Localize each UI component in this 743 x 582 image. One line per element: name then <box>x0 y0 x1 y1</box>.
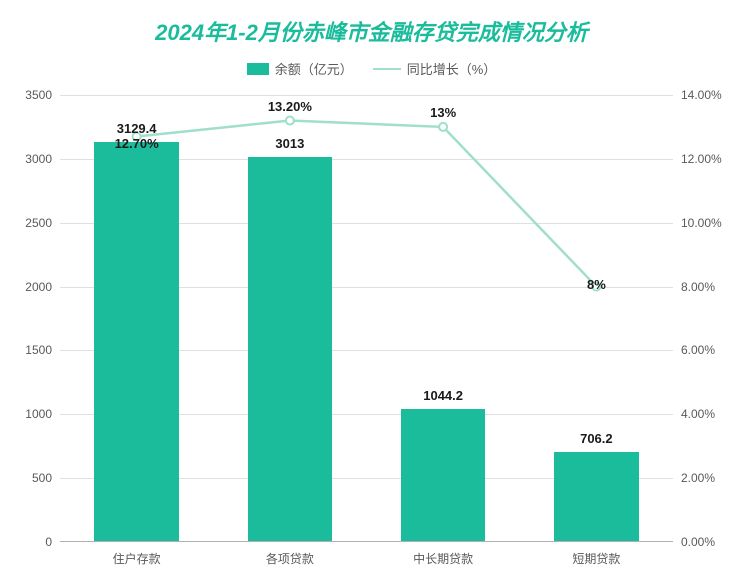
plot-area: 住户存款3129.412.70%各项贷款301313.20%中长期贷款1044.… <box>60 95 673 542</box>
bar-value-label: 3013 <box>275 136 304 151</box>
y-axis-right: 0.00%2.00%4.00%6.00%8.00%10.00%12.00%14.… <box>673 95 743 542</box>
line-value-label: 12.70% <box>115 136 159 151</box>
legend-bar-label: 余额（亿元） <box>275 59 353 78</box>
y-left-tick: 0 <box>45 535 52 549</box>
bar-value-label: 3129.4 <box>117 121 157 136</box>
y-right-tick: 2.00% <box>681 471 715 485</box>
y-right-tick: 4.00% <box>681 407 715 421</box>
x-category-label: 短期贷款 <box>572 550 620 567</box>
y-left-tick: 2500 <box>25 216 52 230</box>
legend-bar-swatch <box>247 63 269 75</box>
y-right-tick: 14.00% <box>681 88 722 102</box>
labels-layer: 住户存款3129.412.70%各项贷款301313.20%中长期贷款1044.… <box>60 95 673 542</box>
x-category-label: 住户存款 <box>113 550 161 567</box>
y-right-tick: 10.00% <box>681 216 722 230</box>
legend-item-bar: 余额（亿元） <box>247 59 353 78</box>
line-value-label: 8% <box>587 277 606 292</box>
y-left-tick: 2000 <box>25 280 52 294</box>
legend-line-swatch <box>373 68 401 70</box>
chart-container: 2024年1-2月份赤峰市金融存贷完成情况分析 余额（亿元） 同比增长（%） 住… <box>0 0 743 582</box>
line-value-label: 13% <box>430 105 456 120</box>
y-left-tick: 500 <box>32 471 52 485</box>
legend: 余额（亿元） 同比增长（%） <box>20 59 723 78</box>
y-right-tick: 12.00% <box>681 152 722 166</box>
chart-title: 2024年1-2月份赤峰市金融存贷完成情况分析 <box>20 15 723 47</box>
y-right-tick: 8.00% <box>681 280 715 294</box>
y-left-tick: 1000 <box>25 407 52 421</box>
y-right-tick: 0.00% <box>681 535 715 549</box>
legend-line-label: 同比增长（%） <box>407 59 497 78</box>
x-axis-baseline <box>60 541 673 542</box>
y-right-tick: 6.00% <box>681 343 715 357</box>
y-axis-left: 0500100015002000250030003500 <box>0 95 60 542</box>
x-category-label: 中长期贷款 <box>413 550 473 567</box>
y-left-tick: 1500 <box>25 343 52 357</box>
y-left-tick: 3000 <box>25 152 52 166</box>
y-left-tick: 3500 <box>25 88 52 102</box>
bar-value-label: 706.2 <box>580 431 613 446</box>
line-value-label: 13.20% <box>268 99 312 114</box>
legend-item-line: 同比增长（%） <box>373 59 497 78</box>
x-category-label: 各项贷款 <box>266 550 314 567</box>
bar-value-label: 1044.2 <box>423 388 463 403</box>
